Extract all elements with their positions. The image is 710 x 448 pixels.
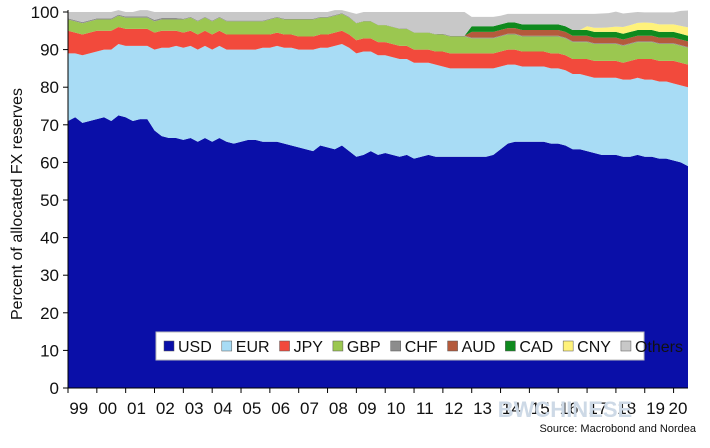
legend-swatch-usd <box>163 340 175 352</box>
x-tick-label: 17 <box>588 399 607 418</box>
legend-label-usd: USD <box>178 339 212 356</box>
area-aud <box>68 13 688 47</box>
watermark: BWCHINESE <box>498 397 632 422</box>
area-gbp <box>68 13 688 65</box>
y-tick-label: 80 <box>40 78 59 97</box>
x-tick-label: 19 <box>646 399 665 418</box>
legend-label-cad: CAD <box>519 339 553 356</box>
area-jpy <box>68 27 688 88</box>
y-tick-label: 50 <box>40 191 59 210</box>
legend-label-gbp: GBP <box>347 339 381 356</box>
y-tick-label: 10 <box>40 341 59 360</box>
x-tick-label: 11 <box>416 399 434 418</box>
y-axis-label: Percent of allocated FX reserves <box>9 88 26 320</box>
x-tick-label: 01 <box>127 399 146 418</box>
area-cad <box>68 13 688 42</box>
x-tick-label: 06 <box>271 399 290 418</box>
x-tick-label: 99 <box>69 399 88 418</box>
y-tick-label: 60 <box>40 153 59 172</box>
legend-swatch-eur <box>221 340 233 352</box>
legend-swatch-chf <box>390 340 401 352</box>
area-others <box>68 10 688 36</box>
legend-label-others: Others <box>635 339 683 356</box>
legend-swatch-gbp <box>332 340 344 352</box>
x-tick-label: 09 <box>358 399 377 418</box>
x-tick-label: 18 <box>617 399 636 418</box>
area-usd <box>68 115 688 389</box>
y-tick-label: 100 <box>31 3 59 22</box>
legend-swatch-others <box>620 340 632 352</box>
y-tick-label: 90 <box>40 41 59 60</box>
x-tick-label: 13 <box>473 399 492 418</box>
y-tick-label: 40 <box>40 229 59 248</box>
legend-swatch-cad <box>505 340 516 352</box>
x-tick-label: 16 <box>560 399 579 418</box>
y-tick-labels: 0 10 20 30 40 50 60 70 80 90 100 <box>31 3 59 398</box>
y-tick-label: 30 <box>40 266 59 285</box>
legend-label-eur: EUR <box>236 339 270 356</box>
legend-label-cny: CNY <box>577 339 611 356</box>
legend-swatch-jpy <box>279 340 290 352</box>
x-tick-label: 03 <box>185 399 204 418</box>
x-tick-label: 05 <box>242 399 261 418</box>
x-tick-label: 00 <box>98 399 117 418</box>
y-tick-label: 20 <box>40 304 59 323</box>
x-tick-label: 10 <box>387 399 406 418</box>
legend-swatch-cny <box>562 340 574 352</box>
legend-label-chf: CHF <box>405 339 438 356</box>
x-tick-label: 15 <box>531 399 550 418</box>
x-tick-label: 08 <box>329 399 348 418</box>
axes <box>63 10 688 393</box>
x-tick-label: 14 <box>502 399 521 418</box>
x-tick-label: 12 <box>444 399 463 418</box>
legend-label-aud: AUD <box>462 339 496 356</box>
area-eur <box>68 43 688 167</box>
stacked-areas <box>68 10 688 389</box>
legend: USD EUR JPY GBP CHF AUD CAD CNY Others <box>155 331 683 361</box>
legend-swatch-aud <box>447 340 458 352</box>
source-note: Source: Macrobond and Nordea <box>539 423 696 435</box>
x-tick-label: 04 <box>214 399 233 418</box>
x-tick-label: 20 <box>669 399 688 418</box>
x-tick-label: 02 <box>156 399 175 418</box>
y-tick-label: 0 <box>50 379 59 398</box>
legend-label-jpy: JPY <box>294 339 324 356</box>
x-tick-labels: 99 00 01 02 03 04 05 06 07 08 09 10 11 12 13 14 15 16 17 18… <box>69 399 687 418</box>
area-chf <box>68 13 688 48</box>
x-tick-label: 07 <box>300 399 319 418</box>
y-tick-label: 70 <box>40 116 59 135</box>
